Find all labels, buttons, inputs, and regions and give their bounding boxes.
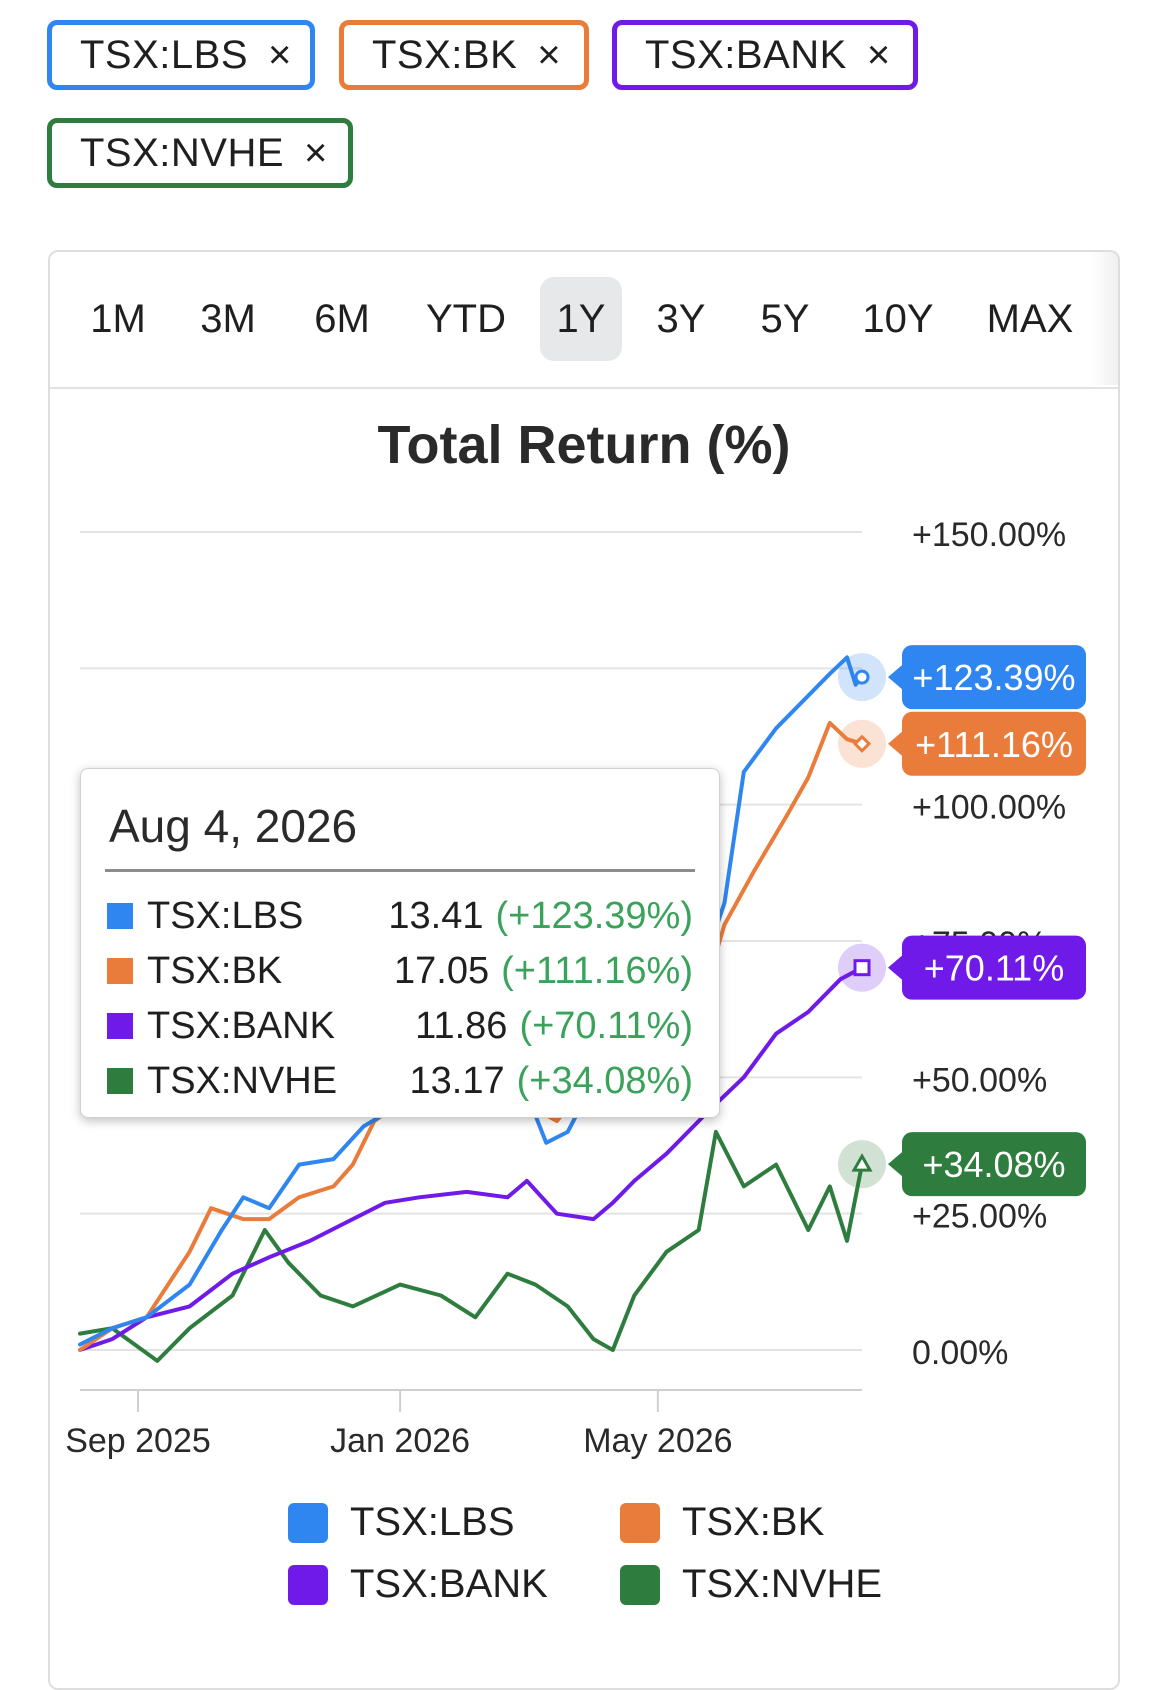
tooltip-row: TSX:BK 17.05 (+111.16%) [107, 946, 693, 996]
tooltip-divider [105, 869, 695, 872]
legend-label: TSX:BK [682, 1500, 825, 1544]
tooltip-row: TSX:NVHE 13.17 (+34.08%) [107, 1056, 693, 1106]
y-tick-label: +150.00% [912, 516, 1066, 554]
chip-label: TSX:NVHE [80, 130, 285, 175]
close-icon[interactable]: × [268, 33, 292, 77]
x-tick-label: Jan 2026 [330, 1422, 470, 1460]
end-marker [853, 959, 871, 977]
tab-max[interactable]: MAX [986, 296, 1074, 341]
tooltip-ticker: TSX:BANK [147, 1004, 335, 1047]
tooltip-date: Aug 4, 2026 [109, 800, 358, 852]
tooltip-ticker: TSX:BK [147, 949, 283, 992]
end-label-box [902, 1132, 1086, 1197]
tab-5y[interactable]: 5Y [760, 296, 810, 341]
swatch-icon [107, 1013, 133, 1039]
swatch-icon [288, 1502, 328, 1543]
end-label: +70.11% [924, 948, 1064, 989]
tooltip-ticker: TSX:NVHE [147, 1059, 338, 1102]
tooltip-return: (+111.16%) [501, 949, 693, 992]
close-icon[interactable]: × [537, 33, 562, 77]
tab-3m[interactable]: 3M [200, 296, 256, 341]
chart-legend: TSX:LBS TSX:BK TSX:BANK TSX:NVHE [0, 1500, 1168, 1640]
legend-label: TSX:NVHE [682, 1562, 883, 1606]
legend-item-lbs[interactable]: TSX:LBS [288, 1500, 515, 1545]
chart-panel: 1M 3M 6M YTD 1Y 3Y 5Y 10Y MAX Total Retu… [48, 250, 1120, 1690]
tab-10y[interactable]: 10Y [862, 296, 934, 341]
swatch-icon [107, 958, 133, 984]
end-label: +111.16% [915, 724, 1073, 765]
hover-tooltip: Aug 4, 2026 TSX:LBS 13.41 (+123.39%) TSX… [80, 768, 720, 1118]
chip-label: TSX:LBS [80, 32, 249, 77]
end-marker [854, 669, 870, 685]
chip-label: TSX:BANK [645, 32, 847, 77]
end-label: +34.08% [922, 1144, 1065, 1185]
legend-label: TSX:LBS [350, 1500, 515, 1544]
tab-6m[interactable]: 6M [314, 296, 370, 341]
end-label-pointer [888, 731, 902, 756]
close-icon[interactable]: × [866, 33, 891, 77]
line-chart: 0.00%+25.00%+50.00%+75.00%+100.00%+125.0… [65, 516, 1086, 1460]
end-marker [852, 734, 872, 753]
y-tick-label: 0.00% [912, 1334, 1008, 1372]
tooltip-return: (+123.39%) [495, 894, 693, 937]
end-marker [851, 1153, 873, 1172]
tooltip-ticker: TSX:LBS [147, 894, 304, 937]
end-label-box [902, 645, 1086, 710]
legend-label: TSX:BANK [350, 1562, 548, 1606]
tab-1m[interactable]: 1M [90, 296, 146, 341]
end-label-pointer [888, 1152, 902, 1177]
tab-3y[interactable]: 3Y [656, 296, 706, 341]
swatch-icon [620, 1502, 660, 1543]
tabs-scroll-fade [1090, 252, 1118, 385]
tab-1y[interactable]: 1Y [540, 277, 622, 361]
end-label-pointer [888, 955, 902, 980]
x-tick-label: Sep 2025 [65, 1422, 211, 1460]
series-line-tsx-nvhe [78, 1129, 864, 1363]
tooltip-row: TSX:BANK 11.86 (+70.11%) [107, 1001, 693, 1051]
chip-label: TSX:BK [372, 32, 518, 77]
tooltip-row: TSX:LBS 13.41 (+123.39%) [107, 891, 693, 941]
tooltip-price: 13.41 [388, 894, 484, 937]
end-label: +123.39% [912, 657, 1075, 698]
tooltip-return: (+70.11%) [519, 1004, 693, 1047]
y-tick-label: +50.00% [912, 1061, 1047, 1099]
legend-item-nvhe[interactable]: TSX:NVHE [620, 1562, 882, 1607]
chip-bk[interactable]: TSX:BK × [339, 20, 589, 90]
legend-item-bank[interactable]: TSX:BANK [288, 1562, 548, 1607]
swatch-icon [107, 1068, 133, 1094]
tooltip-return: (+34.08%) [516, 1059, 693, 1102]
chip-nvhe[interactable]: TSX:NVHE × [47, 118, 353, 188]
end-label-pointer [888, 665, 902, 690]
tooltip-price: 17.05 [394, 949, 490, 992]
y-tick-label: +25.00% [912, 1198, 1047, 1236]
tooltip-price: 13.17 [409, 1059, 505, 1102]
range-tabs: 1M 3M 6M YTD 1Y 3Y 5Y 10Y MAX [50, 252, 1118, 389]
swatch-icon [620, 1564, 660, 1605]
end-label-box [902, 935, 1086, 1000]
tab-ytd[interactable]: YTD [426, 296, 506, 341]
legend-item-bk[interactable]: TSX:BK [620, 1500, 824, 1545]
x-tick-label: May 2026 [583, 1422, 732, 1460]
tooltip-price: 11.86 [415, 1004, 508, 1047]
y-tick-label: +100.00% [912, 789, 1066, 827]
end-label-box [902, 711, 1086, 776]
swatch-icon [288, 1564, 328, 1605]
swatch-icon [107, 903, 133, 929]
chip-lbs[interactable]: TSX:LBS × [47, 20, 315, 90]
close-icon[interactable]: × [304, 131, 328, 175]
chart-title: Total Return (%) [377, 415, 791, 475]
series-line-tsx-bank [78, 965, 864, 1352]
chip-bank[interactable]: TSX:BANK × [612, 20, 918, 90]
